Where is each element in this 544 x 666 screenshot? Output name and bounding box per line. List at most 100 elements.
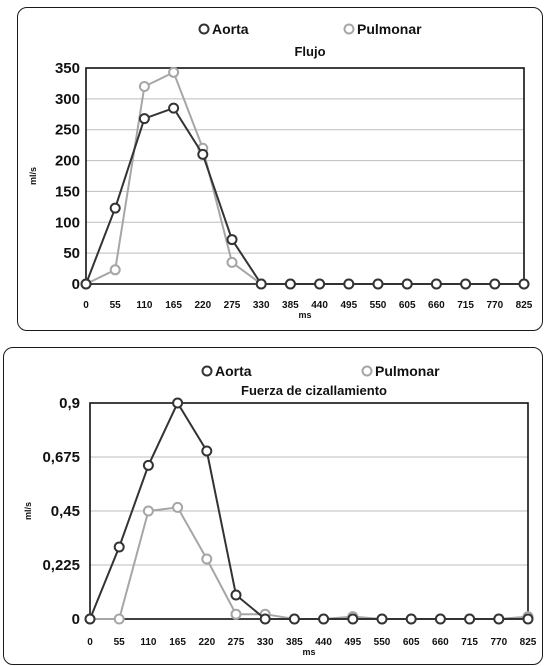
flujo-x-tick-label: 220 xyxy=(194,300,211,311)
fuerza-y-tick-label: 0,9 xyxy=(59,395,80,412)
fuerza-data-point-pulmonar xyxy=(142,505,154,517)
flujo-y-tick-label: 50 xyxy=(63,245,80,262)
chart-panel-flujo xyxy=(17,7,543,331)
flujo-x-tick-label: 0 xyxy=(83,300,89,311)
flujo-x-tick-label: 550 xyxy=(370,300,387,311)
flujo-data-point-pulmonar xyxy=(109,264,121,276)
fuerza-x-tick-label: 55 xyxy=(114,637,126,648)
flujo-y-axis-label: ml/s xyxy=(28,167,38,185)
flujo-x-tick-label: 660 xyxy=(428,300,445,311)
flujo-y-tick-label: 150 xyxy=(55,183,80,200)
flujo-y-tick-label: 200 xyxy=(55,153,80,170)
flujo-data-point-aorta xyxy=(518,278,530,290)
fuerza-x-tick-label: 330 xyxy=(257,637,274,648)
fuerza-y-axis-label: ml/s xyxy=(23,502,33,520)
fuerza-data-point-aorta xyxy=(405,613,417,625)
fuerza-legend-marker-aorta xyxy=(201,365,213,377)
fuerza-x-tick-label: 275 xyxy=(228,637,245,648)
fuerza-data-point-aorta xyxy=(172,397,184,409)
fuerza-data-point-aorta xyxy=(259,613,271,625)
fuerza-x-tick-label: 660 xyxy=(432,637,449,648)
flujo-y-tick-label: 100 xyxy=(55,214,80,231)
fuerza-x-tick-label: 165 xyxy=(169,637,186,648)
flujo-legend-marker-aorta xyxy=(198,23,210,35)
flujo-plot-frame xyxy=(85,67,525,285)
fuerza-x-tick-label: 715 xyxy=(461,637,478,648)
flujo-series-line-pulmonar xyxy=(85,70,524,285)
flujo-data-point-aorta xyxy=(343,278,355,290)
flujo-x-tick-label: 110 xyxy=(136,300,153,311)
flujo-x-tick-label: 165 xyxy=(165,300,182,311)
fuerza-data-point-aorta xyxy=(230,589,242,601)
fuerza-data-point-aorta xyxy=(113,541,125,553)
flujo-legend-label-pulmonar: Pulmonar xyxy=(357,21,422,37)
fuerza-chart-title: Fuerza de cizallamiento xyxy=(241,383,387,398)
flujo-x-tick-label: 385 xyxy=(282,300,299,311)
flujo-data-point-aorta xyxy=(197,148,209,160)
flujo-data-point-aorta xyxy=(489,278,501,290)
flujo-data-point-pulmonar xyxy=(138,81,150,93)
flujo-x-tick-label: 275 xyxy=(224,300,241,311)
fuerza-x-tick-label: 605 xyxy=(403,637,420,648)
fuerza-x-tick-label: 0 xyxy=(87,637,93,648)
flujo-data-point-aorta xyxy=(226,234,238,246)
flujo-x-tick-label: 825 xyxy=(516,300,533,311)
fuerza-data-point-pulmonar xyxy=(113,613,125,625)
flujo-chart-title: Flujo xyxy=(294,44,325,59)
fuerza-data-point-aorta xyxy=(142,459,154,471)
flujo-data-point-aorta xyxy=(109,202,121,214)
flujo-legend-label-aorta: Aorta xyxy=(212,21,249,37)
fuerza-legend-label-aorta: Aorta xyxy=(215,363,252,379)
fuerza-series-line-pulmonar xyxy=(90,506,529,620)
fuerza-data-point-aorta xyxy=(493,613,505,625)
fuerza-data-point-aorta xyxy=(522,613,534,625)
flujo-x-axis-label: ms xyxy=(298,310,311,320)
flujo-series-line-aorta xyxy=(85,106,524,285)
fuerza-x-tick-label: 110 xyxy=(140,637,157,648)
fuerza-data-point-aorta xyxy=(376,613,388,625)
flujo-data-point-pulmonar xyxy=(168,66,180,78)
fuerza-x-tick-label: 770 xyxy=(490,637,507,648)
flujo-x-tick-label: 605 xyxy=(399,300,416,311)
fuerza-x-tick-label: 825 xyxy=(520,637,537,648)
fuerza-x-tick-label: 440 xyxy=(315,637,332,648)
flujo-legend-marker-pulmonar xyxy=(343,23,355,35)
flujo-y-tick-label: 350 xyxy=(55,60,80,77)
flujo-data-point-pulmonar xyxy=(226,256,238,268)
flujo-x-tick-label: 55 xyxy=(110,300,122,311)
fuerza-x-axis-label: ms xyxy=(302,647,315,657)
fuerza-data-point-aorta xyxy=(201,445,213,457)
flujo-x-tick-label: 495 xyxy=(340,300,357,311)
flujo-data-point-aorta xyxy=(401,278,413,290)
fuerza-x-tick-label: 385 xyxy=(286,637,303,648)
flujo-data-point-aorta xyxy=(314,278,326,290)
flujo-data-point-aorta xyxy=(460,278,472,290)
fuerza-legend-marker-pulmonar xyxy=(361,365,373,377)
flujo-x-tick-label: 330 xyxy=(253,300,270,311)
flujo-y-tick-label: 250 xyxy=(55,122,80,139)
flujo-y-tick-label: 0 xyxy=(72,276,80,293)
fuerza-data-point-aorta xyxy=(464,613,476,625)
flujo-data-point-aorta xyxy=(372,278,384,290)
flujo-y-tick-label: 300 xyxy=(55,91,80,108)
flujo-data-point-aorta xyxy=(255,278,267,290)
flujo-data-point-aorta xyxy=(430,278,442,290)
flujo-x-tick-label: 440 xyxy=(311,300,328,311)
fuerza-x-tick-label: 495 xyxy=(344,637,361,648)
flujo-data-point-aorta xyxy=(80,278,92,290)
flujo-data-point-aorta xyxy=(168,102,180,114)
flujo-data-point-aorta xyxy=(284,278,296,290)
fuerza-y-tick-label: 0,675 xyxy=(42,449,80,466)
flujo-data-point-aorta xyxy=(138,113,150,125)
fuerza-x-tick-label: 550 xyxy=(374,637,391,648)
fuerza-y-tick-label: 0 xyxy=(72,611,80,628)
fuerza-data-point-aorta xyxy=(347,613,359,625)
fuerza-data-point-aorta xyxy=(318,613,330,625)
fuerza-data-point-aorta xyxy=(288,613,300,625)
fuerza-data-point-pulmonar xyxy=(201,553,213,565)
fuerza-x-tick-label: 220 xyxy=(198,637,215,648)
fuerza-series-line-aorta xyxy=(89,400,528,620)
fuerza-data-point-pulmonar xyxy=(230,608,242,620)
fuerza-y-tick-label: 0,45 xyxy=(51,503,80,520)
